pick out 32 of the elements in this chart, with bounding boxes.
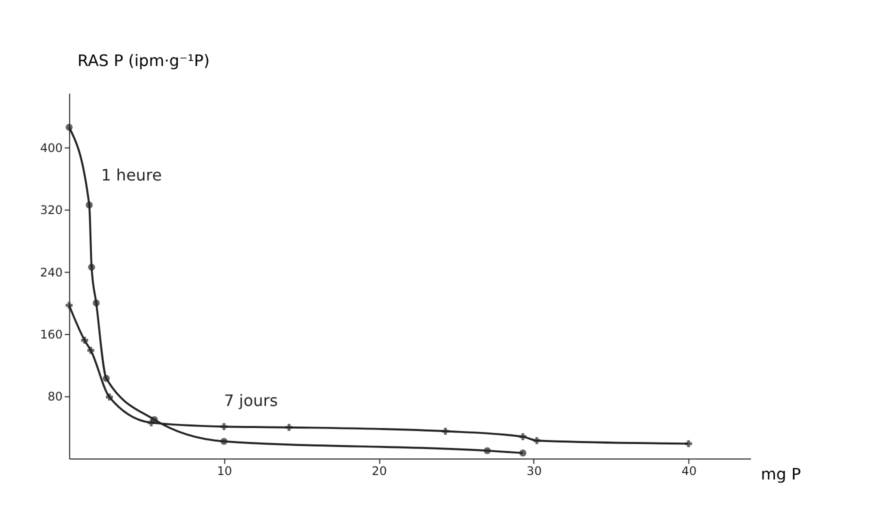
- point: [86, 202, 93, 209]
- x-tick-label: 40: [682, 464, 697, 478]
- series-label: 1 heure: [101, 165, 162, 184]
- x-axis-title: mg P: [760, 464, 801, 484]
- y-tick-label: 160: [40, 328, 63, 342]
- point: [220, 438, 228, 445]
- y-axis-title: RAS P (ipm·g⁻¹P): [78, 50, 210, 70]
- y-tick-label: 80: [48, 390, 63, 404]
- point: [66, 302, 73, 309]
- point: [148, 419, 155, 426]
- point: [88, 264, 96, 271]
- point: [533, 437, 540, 444]
- point: [87, 346, 94, 354]
- point: [442, 428, 449, 435]
- point: [286, 424, 293, 431]
- x-tick-label: 10: [216, 464, 232, 478]
- point: [484, 447, 491, 454]
- y-tick-label: 240: [40, 265, 63, 280]
- point: [106, 394, 113, 401]
- point: [519, 433, 526, 440]
- x-tick-label: 30: [526, 464, 542, 478]
- series-label: 7 jours: [224, 390, 278, 410]
- point: [220, 423, 228, 430]
- point: [66, 124, 73, 131]
- y-tick-label: 400: [40, 140, 63, 155]
- point: [685, 440, 692, 448]
- point: [92, 299, 100, 306]
- y-tick-label: 320: [40, 203, 63, 218]
- point: [81, 336, 88, 344]
- x-tick-label: 20: [372, 464, 387, 478]
- point: [519, 450, 526, 456]
- point: [102, 374, 110, 382]
